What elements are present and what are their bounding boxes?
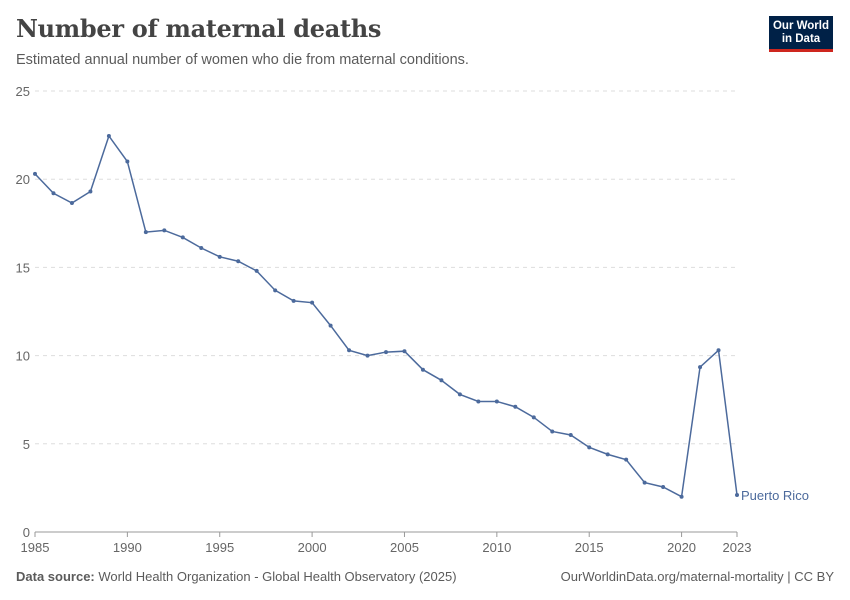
- x-tick-label: 2023: [723, 540, 752, 555]
- x-tick-label: 2015: [575, 540, 604, 555]
- y-tick-label: 25: [16, 84, 30, 99]
- series-label: Puerto Rico: [741, 488, 809, 503]
- data-point: [310, 300, 315, 305]
- y-tick-label: 5: [23, 437, 30, 452]
- data-point: [494, 399, 499, 404]
- data-point: [254, 268, 259, 273]
- source-url[interactable]: OurWorldinData.org/maternal-mortality | …: [560, 569, 834, 584]
- data-point: [735, 492, 739, 497]
- chart-title: Number of maternal deaths: [16, 14, 382, 43]
- y-tick-label: 20: [16, 172, 30, 187]
- x-tick-label: 1995: [205, 540, 234, 555]
- data-point: [236, 259, 241, 264]
- data-point: [679, 494, 684, 499]
- data-point: [384, 350, 388, 355]
- data-point: [457, 392, 462, 397]
- data-point: [531, 415, 536, 420]
- data-point: [642, 480, 647, 485]
- data-point: [69, 201, 74, 206]
- x-tick-label: 1990: [113, 540, 142, 555]
- y-tick-label: 10: [16, 349, 30, 364]
- data-point: [180, 235, 185, 240]
- data-point: [143, 230, 148, 235]
- data-point: [33, 171, 37, 176]
- data-point: [162, 228, 167, 233]
- data-point: [698, 365, 703, 370]
- data-source: Data source: World Health Organization -…: [16, 569, 457, 584]
- y-tick-label: 0: [23, 525, 30, 540]
- data-point: [587, 445, 592, 450]
- data-point: [88, 189, 93, 194]
- data-point: [568, 432, 573, 437]
- data-point: [125, 159, 130, 164]
- data-point: [328, 323, 333, 328]
- data-point: [199, 245, 204, 250]
- chart-subtitle: Estimated annual number of women who die…: [16, 52, 469, 68]
- data-point: [291, 298, 296, 303]
- data-point: [439, 378, 444, 383]
- y-tick-label: 15: [16, 260, 30, 275]
- data-point: [624, 457, 629, 462]
- data-point: [420, 367, 425, 372]
- data-point: [273, 288, 278, 293]
- data-point: [347, 348, 352, 353]
- data-point: [476, 399, 481, 404]
- data-point: [605, 452, 610, 457]
- owid-logo[interactable]: Our World in Data: [769, 16, 833, 52]
- data-point: [716, 348, 721, 353]
- series-line: [34, 134, 738, 498]
- data-point: [661, 485, 666, 490]
- data-point: [106, 133, 111, 138]
- x-tick-label: 2000: [298, 540, 327, 555]
- x-tick-label: 2005: [390, 540, 419, 555]
- x-tick-label: 1985: [21, 540, 50, 555]
- data-point: [402, 349, 407, 354]
- data-point: [217, 254, 222, 259]
- data-point: [550, 429, 555, 434]
- data-point: [513, 404, 518, 409]
- data-point: [365, 353, 370, 358]
- x-tick-label: 2010: [482, 540, 511, 555]
- x-tick-label: 2020: [667, 540, 696, 555]
- data-point: [51, 191, 56, 196]
